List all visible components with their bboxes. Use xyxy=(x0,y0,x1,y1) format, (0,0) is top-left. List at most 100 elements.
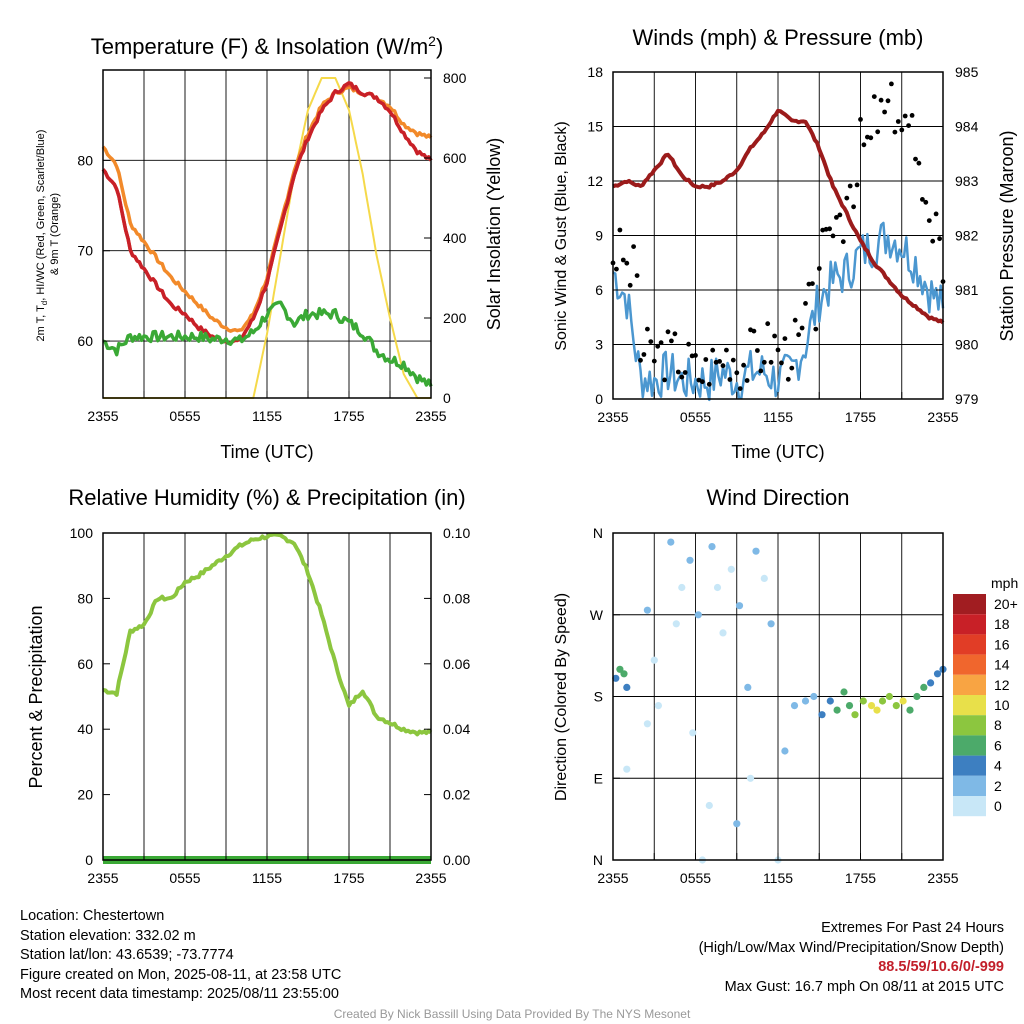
direction-point xyxy=(760,574,768,583)
colorbar-swatch xyxy=(953,614,986,635)
colorbar-unit: mph xyxy=(991,575,1018,591)
rh-series-line xyxy=(102,532,433,737)
y2-tick-label: 979 xyxy=(955,391,979,407)
gust-point xyxy=(937,236,942,242)
y-tick-label: 60 xyxy=(77,333,93,349)
gust-point xyxy=(895,119,901,124)
gust-point xyxy=(717,359,722,364)
colorbar-label: 2 xyxy=(994,778,1002,794)
gust-point xyxy=(782,336,788,341)
pressure-series-line xyxy=(612,108,945,325)
x-tick-label: 2355 xyxy=(597,870,628,886)
y-tick-label: 40 xyxy=(77,721,93,737)
direction-point xyxy=(933,670,942,678)
gust-point xyxy=(902,113,908,119)
gust-point xyxy=(627,282,633,288)
gust-point xyxy=(737,386,743,391)
temp-series-line xyxy=(101,81,433,345)
direction-point xyxy=(713,583,722,592)
extremes-values: 88.5/59/10.6/0/-999 xyxy=(878,959,1004,975)
x-tick-label: 1155 xyxy=(252,870,282,886)
gust-point xyxy=(641,352,647,357)
colorbar-swatch xyxy=(953,755,986,776)
rh-ticks: 2355 0555 1155 1755 2355 0 20 40 60 80 100 0.00 0.02… xyxy=(70,525,471,886)
station-latlon: Station lat/lon: 43.6539; -73.7774 xyxy=(20,947,234,963)
colorbar-label: 4 xyxy=(994,758,1002,774)
gust-point xyxy=(675,369,681,375)
colorbar-label: 0 xyxy=(994,798,1002,814)
gust-point xyxy=(834,215,839,220)
gust-point xyxy=(923,199,929,205)
direction-point xyxy=(744,683,752,692)
direction-title: Wind Direction xyxy=(706,485,849,510)
station-elevation: Station elevation: 332.02 m xyxy=(20,927,196,944)
gust-point xyxy=(741,362,746,368)
gust-point xyxy=(682,370,688,375)
gust-point xyxy=(796,332,801,338)
y2-tick-label: 981 xyxy=(955,282,979,298)
colorbar-label: 18 xyxy=(994,616,1010,632)
gust-point xyxy=(909,113,915,118)
gust-point xyxy=(730,357,736,363)
x-tick-label: 1155 xyxy=(763,409,793,425)
direction-point xyxy=(735,602,744,610)
gust-point xyxy=(792,317,798,323)
direction-point xyxy=(667,538,675,546)
direction-point xyxy=(643,606,652,614)
gust-point xyxy=(785,376,791,382)
gust-point xyxy=(768,359,774,365)
y-tick-label: W xyxy=(590,607,604,623)
y2-tick-label: 800 xyxy=(443,70,467,86)
gust-point xyxy=(913,156,918,162)
direction-point xyxy=(767,620,775,628)
gust-point xyxy=(806,281,812,287)
direction-point xyxy=(672,620,680,628)
y-tick-label: 9 xyxy=(595,228,603,244)
gust-point xyxy=(878,97,884,103)
direction-point xyxy=(678,583,686,592)
gust-point xyxy=(658,340,664,346)
direction-point xyxy=(801,697,810,705)
x-tick-label: 0555 xyxy=(680,870,711,886)
rh-ylabel: Percent & Precipitation xyxy=(26,605,46,788)
wind-y2label: Station Pressure (Maroon) xyxy=(997,130,1017,341)
y2-tick-label: 0.06 xyxy=(443,656,470,672)
x-tick-label: 2355 xyxy=(415,870,446,886)
gust-point xyxy=(875,129,881,135)
x-tick-label: 0555 xyxy=(169,870,200,886)
x-tick-label: 1755 xyxy=(845,409,876,425)
gust-point xyxy=(899,127,905,133)
gust-point xyxy=(624,260,630,266)
gust-point xyxy=(779,360,784,366)
recent-timestamp: Most recent data timestamp: 2025/08/11 2… xyxy=(20,986,339,1002)
y-tick-label: 60 xyxy=(77,656,93,672)
gust-point xyxy=(858,117,863,122)
gust-point xyxy=(662,377,667,383)
colorbar-swatch xyxy=(953,654,986,675)
gust-point xyxy=(744,378,750,383)
gust-point xyxy=(916,160,922,166)
direction-point xyxy=(694,611,702,619)
y-tick-label: 3 xyxy=(595,337,603,353)
gust-point xyxy=(816,266,822,271)
y2-tick-label: 0.00 xyxy=(443,852,470,868)
gust-point xyxy=(665,329,671,335)
colorbar-label: 14 xyxy=(994,657,1010,673)
gust-point xyxy=(933,211,939,217)
wind-panel: Winds (mph) & Pressure (mb) 2355 0555 1155… xyxy=(553,25,1017,462)
gust-point xyxy=(724,347,729,353)
colorbar-swatch xyxy=(953,735,986,756)
y-tick-label: 80 xyxy=(77,590,93,606)
gust-point xyxy=(847,183,853,189)
gust-point xyxy=(672,331,678,337)
gust-point xyxy=(700,379,705,385)
temperature-ylabel: 2m T, Td, HI/WC (Red, Green, Scarlet/Blu… xyxy=(35,127,61,342)
x-tick-label: 2355 xyxy=(927,870,958,886)
gust-point xyxy=(775,347,781,353)
gust-point xyxy=(693,353,698,358)
station-location: Location: Chestertown xyxy=(20,908,165,924)
temperature-title: Temperature (F) & Insolation (W/m2) xyxy=(91,33,444,59)
direction-point xyxy=(851,711,859,719)
direction-point xyxy=(705,801,713,810)
